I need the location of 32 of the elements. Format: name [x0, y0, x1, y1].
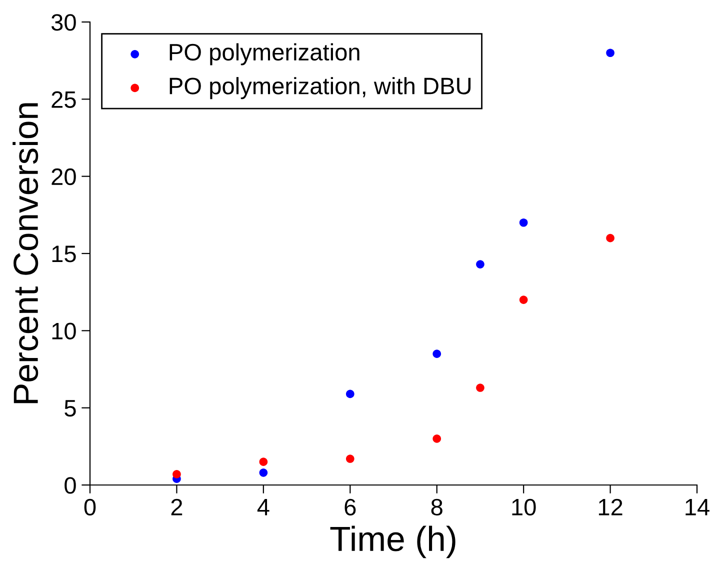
point — [346, 390, 354, 398]
point — [259, 458, 268, 466]
point — [432, 434, 442, 443]
point — [476, 260, 484, 268]
point — [606, 48, 614, 58]
x-tick-label: 8 — [431, 498, 442, 516]
y-tick-label: 25 — [52, 91, 76, 108]
point — [432, 350, 442, 358]
y-tick-label: 20 — [52, 168, 76, 186]
y-tick-label: 15 — [52, 246, 76, 262]
y-tick-label: 5 — [64, 400, 76, 417]
y-tick-label: 30 — [51, 14, 76, 31]
point — [172, 470, 181, 478]
x-tick-label: 4 — [257, 499, 270, 516]
x-tick-label: 10 — [512, 498, 536, 516]
y-tick-label: 10 — [52, 322, 76, 340]
point — [519, 296, 528, 304]
y-axis-title: Percent Conversion — [12, 103, 38, 404]
point — [476, 384, 484, 392]
point — [259, 468, 268, 477]
x-tick-label: 12 — [598, 498, 622, 516]
x-tick-label: 14 — [686, 499, 710, 516]
y-tick-label: 0 — [64, 477, 76, 494]
point — [606, 234, 614, 242]
point — [519, 218, 528, 227]
legend-label: PO polymerization, with DBU — [170, 77, 471, 100]
x-tick-label: 2 — [171, 498, 182, 516]
legend-label: PO polymerization — [170, 43, 360, 66]
x-tick-label: 0 — [84, 498, 96, 516]
x-tick-label: 6 — [344, 498, 356, 516]
point — [346, 454, 354, 463]
x-axis-title: Time (h) — [330, 526, 456, 558]
